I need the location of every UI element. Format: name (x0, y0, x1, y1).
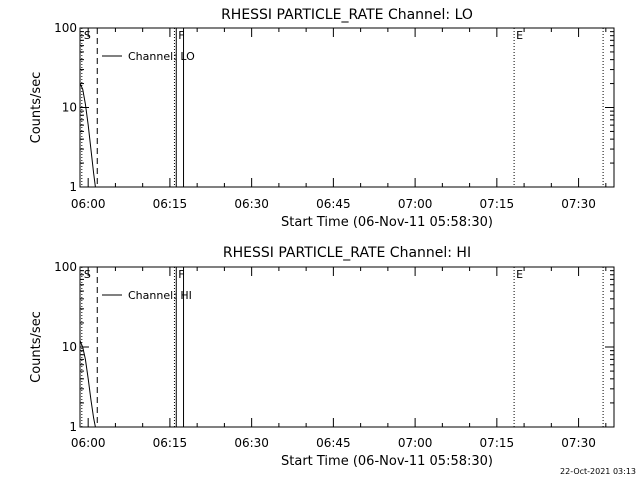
x-tick-label: 07:00 (398, 197, 433, 211)
x-tick-label: 07:15 (480, 197, 515, 211)
series-line-0 (80, 340, 96, 427)
x-axis-label: Start Time (06-Nov-11 05:58:30) (281, 454, 493, 469)
event-marker-label: E (516, 268, 523, 281)
event-marker-label: E (516, 29, 523, 42)
y-tick-label: 100 (54, 21, 77, 35)
series-line-0 (80, 83, 96, 187)
y-tick-label: 100 (54, 260, 77, 274)
chart-title: RHESSI PARTICLE_RATE Channel: LO (221, 7, 473, 23)
x-tick-label: 07:00 (398, 436, 433, 450)
legend-entry: Channel: HI (128, 289, 192, 302)
panel-hi: RHESSI PARTICLE_RATE Channel: HI 1 10 100 06… (29, 245, 615, 469)
y-tick-label: 10 (62, 340, 77, 354)
footer-timestamp: 22-Oct-2021 03:13 (560, 467, 636, 476)
y-axis-label: Counts/sec (29, 72, 44, 144)
event-marker-label: F (178, 29, 184, 42)
x-tick-label: 06:45 (316, 197, 351, 211)
x-tick-label: 06:00 (71, 197, 106, 211)
y-tick-label: 10 (62, 101, 77, 115)
x-tick-label: 06:15 (153, 436, 188, 450)
x-tick-label: 06:30 (234, 436, 269, 450)
x-tick-label: 07:30 (561, 436, 596, 450)
x-axis-label: Start Time (06-Nov-11 05:58:30) (281, 215, 493, 230)
x-tick-label: 06:45 (316, 436, 351, 450)
x-tick-label: 06:15 (153, 197, 188, 211)
event-marker-label: F (178, 268, 184, 281)
event-marker-label: S (84, 268, 91, 281)
x-tick-label: 06:30 (234, 197, 269, 211)
x-tick-label: 06:00 (71, 436, 106, 450)
y-tick-label: 1 (69, 420, 77, 434)
y-axis-label: Counts/sec (29, 311, 44, 383)
event-marker-label: S (84, 29, 91, 42)
x-tick-label: 07:15 (480, 436, 515, 450)
panel-lo: RHESSI PARTICLE_RATE Channel: LO 1 10 100 06… (29, 7, 615, 230)
x-tick-label: 07:30 (561, 197, 596, 211)
y-tick-label: 1 (69, 180, 77, 194)
chart-title: RHESSI PARTICLE_RATE Channel: HI (223, 245, 471, 261)
legend-entry: Channel: LO (128, 50, 195, 63)
